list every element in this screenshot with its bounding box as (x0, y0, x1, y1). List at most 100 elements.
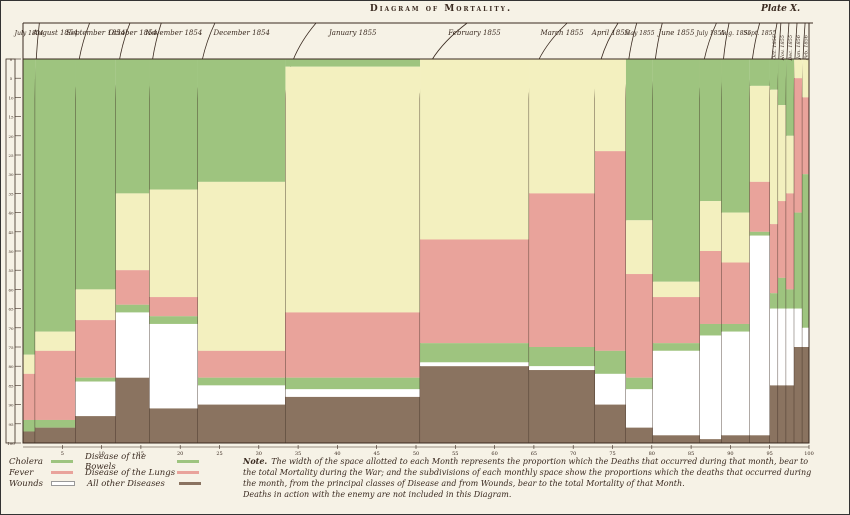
bar-segment-yellow (595, 59, 626, 152)
month-label: July 1854 (13, 30, 44, 37)
bar-segment-brown (802, 347, 809, 443)
x-tick-label: 80 (649, 451, 655, 457)
y-tick-label: 85 (8, 383, 14, 388)
bar-segment-green (149, 59, 198, 190)
legend-row: Cholera Disease of the Bowels (9, 452, 239, 472)
month-label: March 1855 (539, 29, 584, 37)
legend-row: Fever Disease of the Lungs (9, 467, 239, 478)
bar-segment-yellow (794, 59, 803, 79)
bar-segment-green (769, 293, 779, 309)
bar-segment-pink (420, 239, 530, 344)
legend-label: Disease of the Lungs (85, 467, 176, 478)
bar-segment-white (721, 331, 750, 436)
bar-segment-green (786, 289, 795, 309)
x-tick-label: 5 (61, 451, 64, 457)
bar-segment-white (802, 327, 809, 347)
x-tick-label: 35 (295, 451, 301, 457)
bar-segment-pink (699, 251, 722, 324)
bar-segment-brown (529, 370, 596, 443)
bar-segment-yellow (197, 181, 286, 351)
bar-segment-yellow (802, 59, 809, 98)
month-label: July 1855 (694, 30, 725, 37)
bar-segment-yellow (778, 105, 787, 202)
legend-label: Disease of the Bowels (85, 451, 146, 472)
bar-segment-white (625, 389, 653, 428)
bar-segment-brown (115, 377, 150, 443)
footnote-label: Note. (243, 456, 268, 466)
bar-segment-pink (802, 97, 809, 175)
bar-segment-yellow (721, 212, 750, 263)
bar-segment-white (595, 373, 626, 405)
bar-segment-pink (778, 201, 787, 278)
month-label: June 1855 (656, 29, 695, 37)
bar-segment-green (285, 377, 421, 390)
bar-segment-white (769, 308, 779, 386)
bar-segment-white (749, 235, 770, 436)
month-label: October 1854 (108, 29, 157, 37)
x-tick-label: 20 (177, 451, 183, 457)
bar-segment-green (595, 350, 626, 374)
bar-segment-green (197, 377, 286, 386)
bar-segment-brown (420, 366, 530, 443)
bar-segment-green (285, 59, 421, 67)
bar-segment-yellow (115, 193, 150, 271)
bar-segment-green (23, 59, 36, 355)
legend-swatch-bowels (177, 460, 199, 463)
x-tick-label: 60 (491, 451, 497, 457)
bar-segment-pink (75, 320, 116, 378)
bar-segment-pink (35, 350, 76, 420)
x-tick-label: 40 (334, 451, 340, 457)
y-tick-label: 70 (8, 326, 14, 331)
bar-segment-yellow (23, 354, 36, 374)
legend-swatch-fever (51, 471, 73, 474)
y-tick-label: 90 (8, 403, 14, 408)
bar-segment-green (749, 59, 770, 86)
bar-segment-green (420, 343, 530, 363)
y-tick-label: 30 (8, 172, 14, 177)
legend-label: All other Diseases (87, 478, 165, 489)
bar-segment-pink (197, 350, 286, 378)
bar-segment-white (420, 362, 530, 367)
y-tick-label: 95 (8, 422, 14, 427)
bar-segment-green (115, 59, 150, 194)
legend-swatch-cholera (51, 460, 73, 463)
bar-segment-brown (23, 431, 36, 443)
bar-segment-pink (769, 224, 779, 294)
y-tick-label: 80 (8, 364, 14, 369)
bar-segment-yellow (529, 59, 596, 194)
bar-segment-yellow (786, 135, 795, 194)
bar-segment-green (699, 59, 722, 202)
month-label: August 1854 (32, 29, 78, 37)
y-tick-label: 55 (8, 268, 14, 273)
bar-segment-white (794, 308, 803, 347)
bar-segment-green (794, 212, 803, 309)
footnote-text: The width of the space allotted to each … (243, 457, 812, 488)
bar-segment-brown (149, 408, 198, 443)
legend-swatch-lungs (177, 471, 199, 474)
month-label: Oct. 1855 (772, 35, 778, 60)
legend-label: Cholera (9, 456, 43, 467)
bar-segment-green (75, 59, 116, 290)
month-label: April 1855 (591, 29, 630, 37)
bar-segment-green (75, 377, 116, 382)
x-tick-label: 55 (452, 451, 458, 457)
bar-segment-brown (699, 439, 722, 443)
month-label: Dec. 1855 (788, 35, 794, 62)
y-tick-label: 40 (8, 211, 14, 216)
legend-label: Wounds (9, 478, 44, 489)
legend-label: Fever (9, 467, 34, 478)
bar-segment-pink (595, 151, 626, 351)
bar-segment-pink (625, 274, 653, 378)
bar-segment-pink (749, 181, 770, 232)
month-label: November 1854 (144, 29, 202, 37)
bar-segment-green (197, 59, 286, 182)
month-label: Nov. 1855 (780, 35, 786, 62)
x-tick-label: 85 (688, 451, 694, 457)
month-label: May 1855 (623, 30, 654, 37)
bar-segment-green (35, 419, 76, 428)
x-tick-label: 15 (138, 451, 144, 457)
bar-segment-white (285, 389, 421, 397)
x-tick-label: 25 (216, 451, 222, 457)
y-tick-label: 5 (10, 76, 13, 81)
